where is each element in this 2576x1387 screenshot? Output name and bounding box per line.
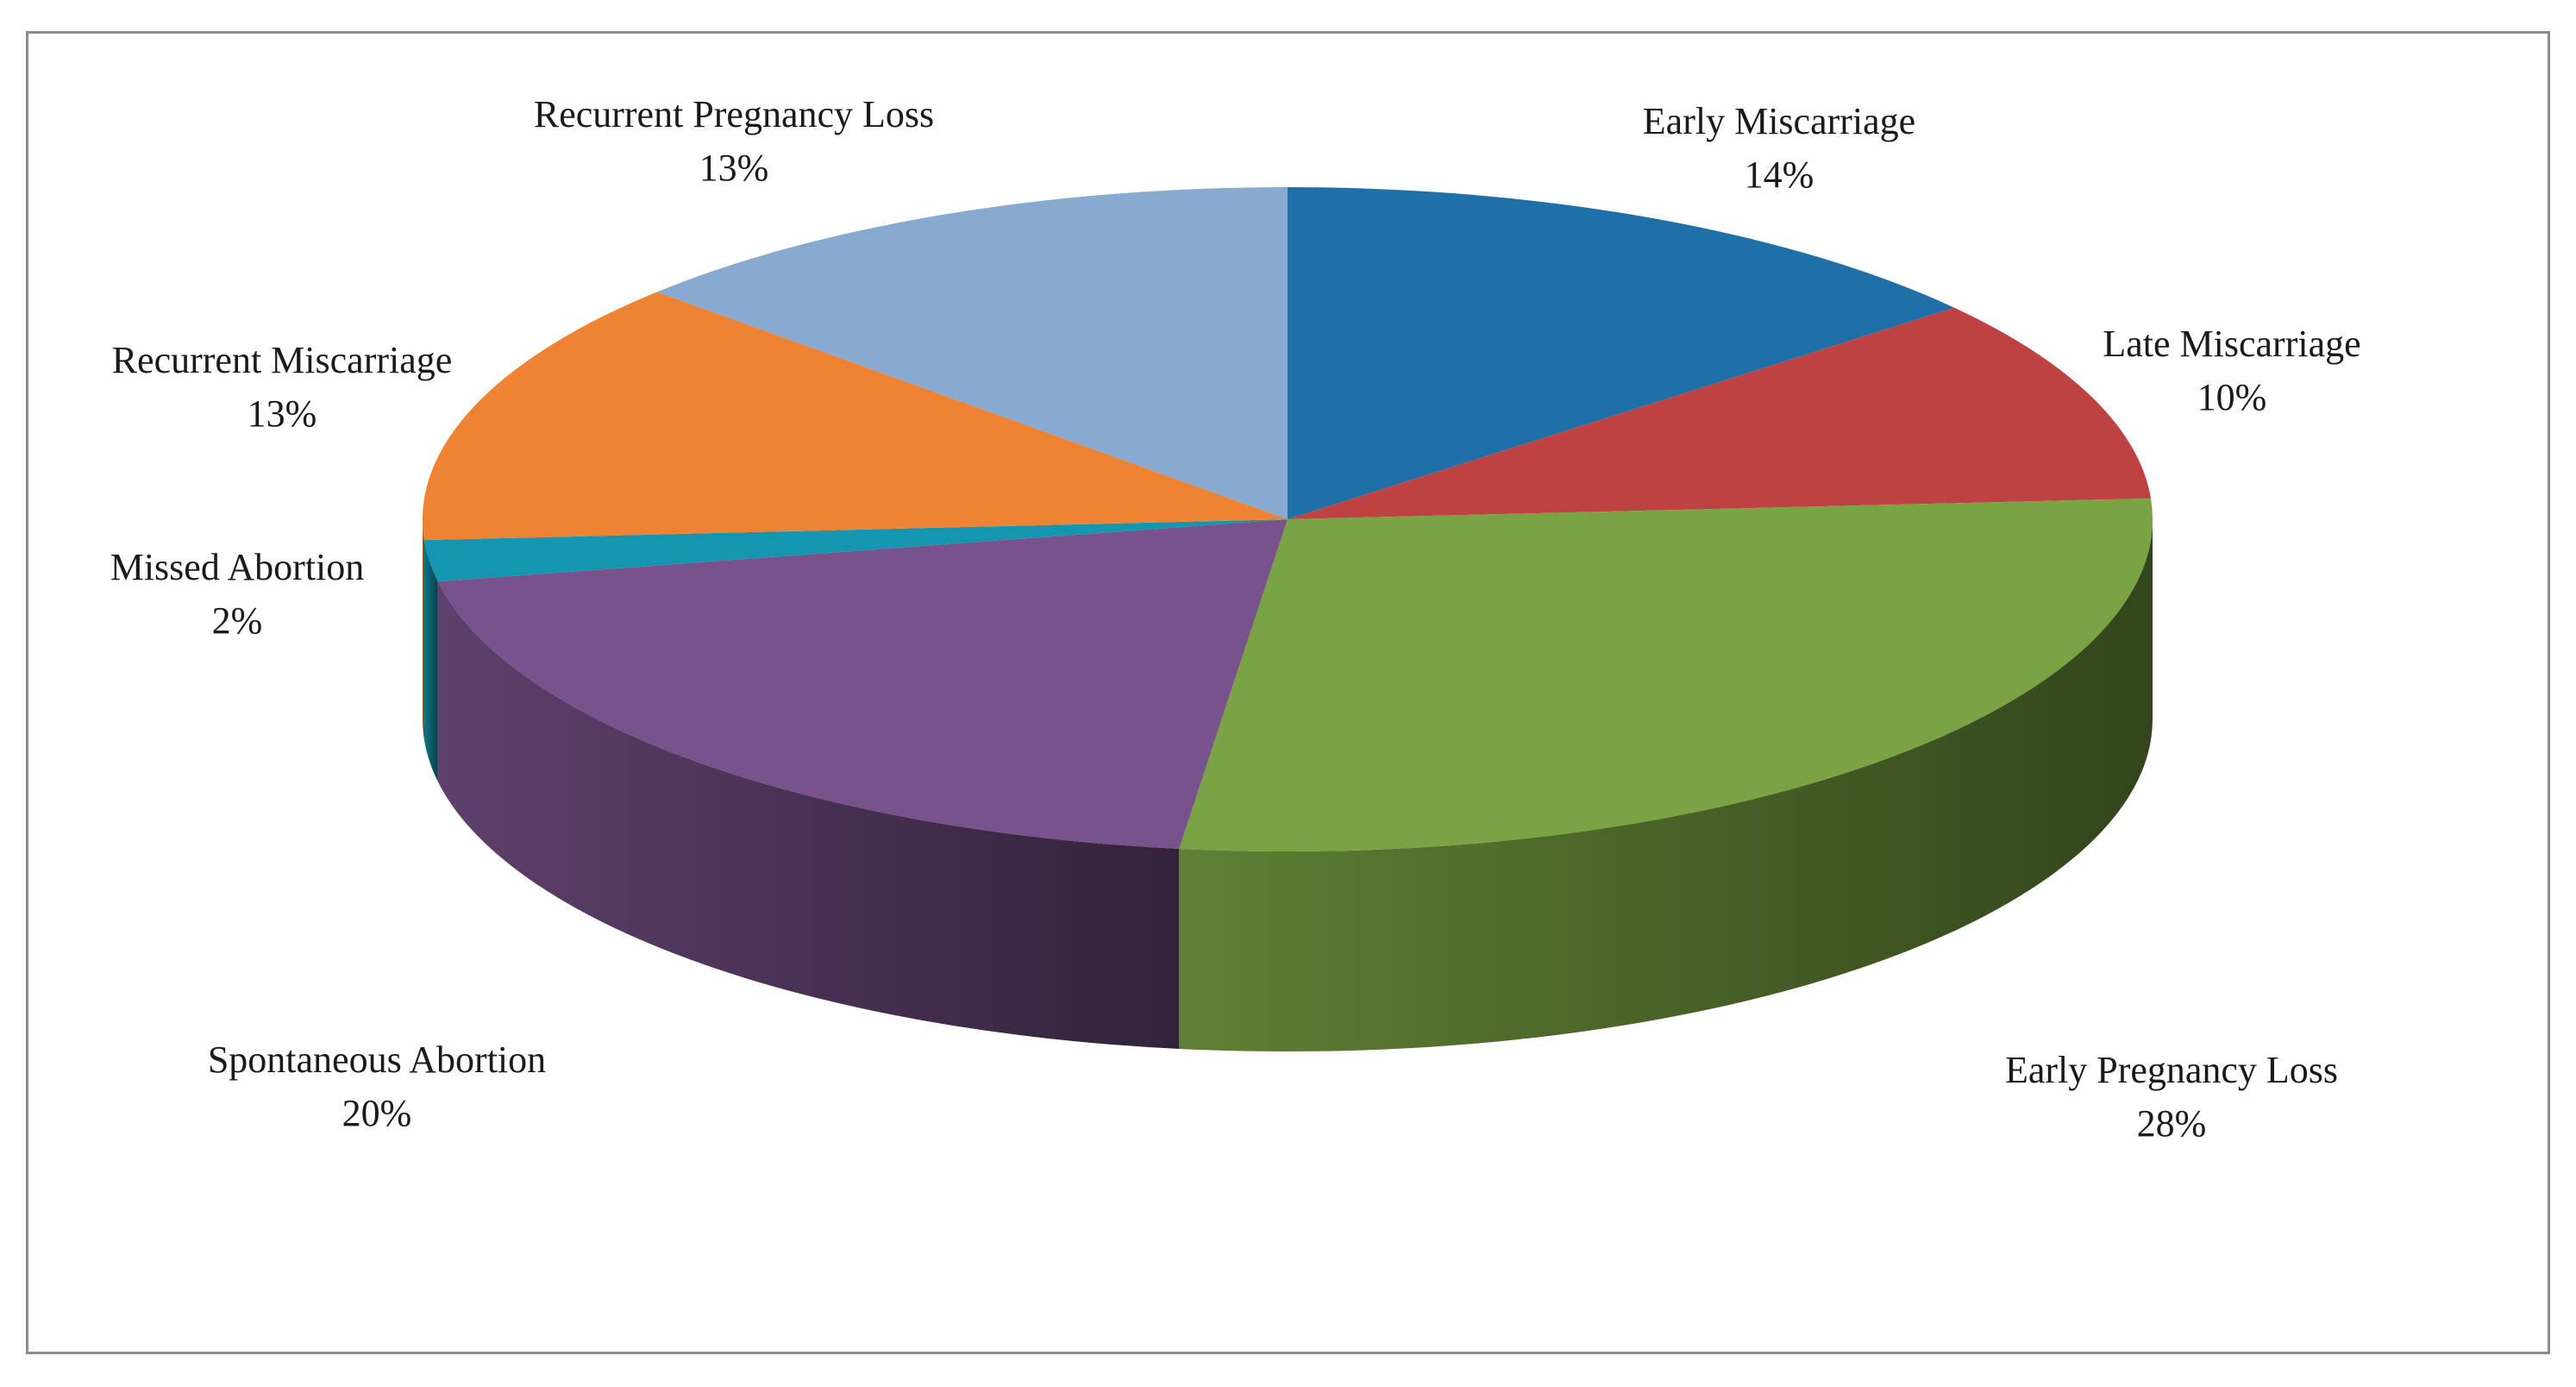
slice-early-pregnancy-loss <box>1179 498 2153 851</box>
percent-missed-abortion: 2% <box>212 599 263 642</box>
slice-spontaneous-abortion <box>437 519 1288 849</box>
slice-recurrent-pregnancy-loss <box>656 187 1288 519</box>
slice-side-early-pregnancy-loss <box>1179 519 2153 1051</box>
pie-tops <box>422 187 2153 851</box>
percent-spontaneous-abortion: 20% <box>342 1092 412 1134</box>
label-recurrent-pregnancy-loss: Recurrent Pregnancy Loss <box>534 93 934 135</box>
slice-missed-abortion <box>423 519 1288 582</box>
percent-early-miscarriage: 14% <box>1745 154 1814 196</box>
label-early-miscarriage: Early Miscarriage <box>1643 100 1915 142</box>
label-early-pregnancy-loss: Early Pregnancy Loss <box>2005 1049 2338 1091</box>
pie-sides <box>423 519 2153 1051</box>
slice-side-spontaneous-abortion <box>437 581 1180 1049</box>
percent-recurrent-pregnancy-loss: 13% <box>699 147 769 189</box>
slice-recurrent-miscarriage <box>422 292 1288 541</box>
percent-recurrent-miscarriage: 13% <box>248 392 317 435</box>
slice-side-recurrent-miscarriage <box>423 519 424 741</box>
label-spontaneous-abortion: Spontaneous Abortion <box>208 1039 546 1081</box>
pie-labels: Early Miscarriage 14% Late Miscarriage 10% E… <box>110 93 2361 1145</box>
slice-side-missed-abortion <box>423 540 438 782</box>
slice-early-miscarriage <box>1288 187 1954 519</box>
label-recurrent-miscarriage: Recurrent Miscarriage <box>112 339 453 381</box>
slice-late-miscarriage <box>1288 307 2152 519</box>
percent-early-pregnancy-loss: 28% <box>2137 1102 2207 1145</box>
percent-late-miscarriage: 10% <box>2197 376 2267 418</box>
label-missed-abortion: Missed Abortion <box>110 546 365 588</box>
label-late-miscarriage: Late Miscarriage <box>2103 323 2360 365</box>
